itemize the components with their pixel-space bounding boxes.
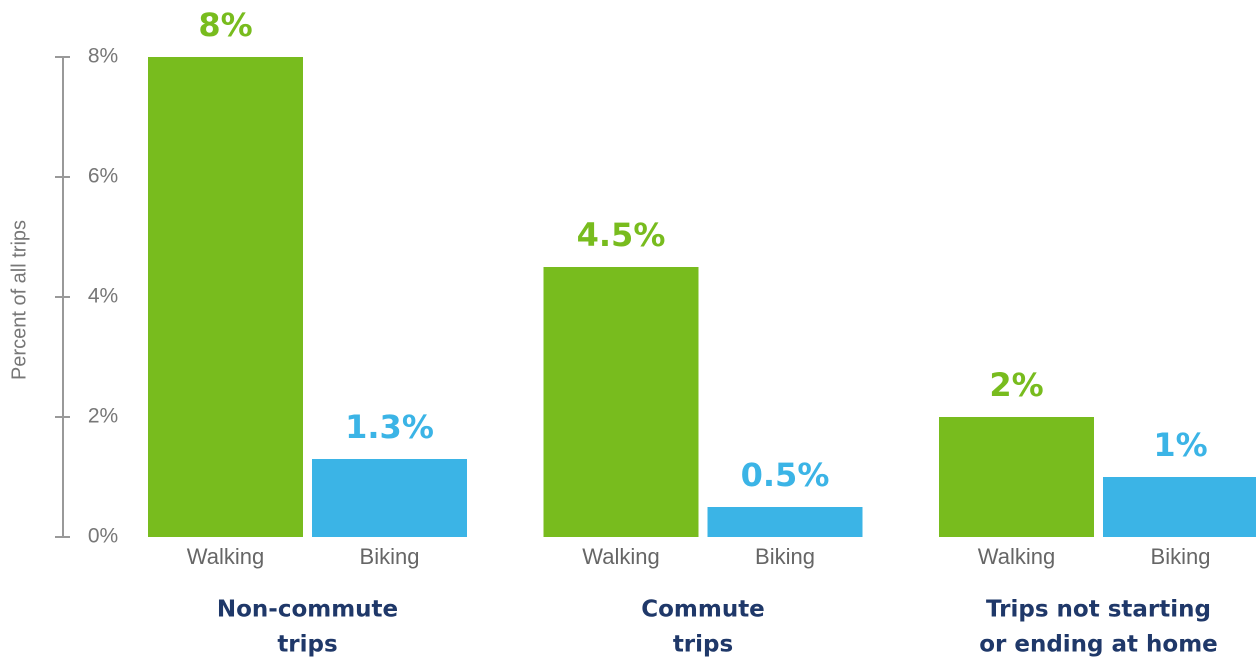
bar [148, 57, 303, 537]
value-label: 2% [989, 366, 1043, 404]
group-label: trips [277, 632, 337, 658]
value-label: 1% [1153, 426, 1207, 464]
series-label: Biking [360, 544, 420, 569]
y-tick-label: 4% [88, 285, 118, 308]
group-label: trips [673, 632, 733, 658]
y-tick-label: 2% [88, 405, 118, 428]
value-label: 1.3% [345, 408, 434, 446]
group-label: Commute [641, 597, 765, 623]
value-label: 8% [198, 6, 252, 44]
series-label: Walking [582, 544, 659, 569]
y-tick-label: 0% [88, 525, 118, 548]
y-axis-title: Percent of all trips [8, 220, 30, 380]
value-label: 4.5% [577, 216, 666, 254]
bar [1103, 477, 1256, 537]
bar [707, 507, 863, 537]
bar [543, 267, 699, 537]
y-tick-label: 6% [88, 165, 118, 188]
group-label: Non-commute [217, 597, 398, 623]
series-label: Walking [978, 544, 1055, 569]
series-label: Walking [187, 544, 264, 569]
series-label: Biking [1151, 544, 1211, 569]
series-label: Biking [755, 544, 815, 569]
group-label: Trips not starting [986, 597, 1211, 623]
bar [939, 417, 1094, 537]
value-label: 0.5% [741, 456, 830, 494]
group-label: or ending at home [979, 632, 1218, 658]
bar [312, 459, 467, 537]
y-tick-label: 8% [88, 45, 118, 68]
